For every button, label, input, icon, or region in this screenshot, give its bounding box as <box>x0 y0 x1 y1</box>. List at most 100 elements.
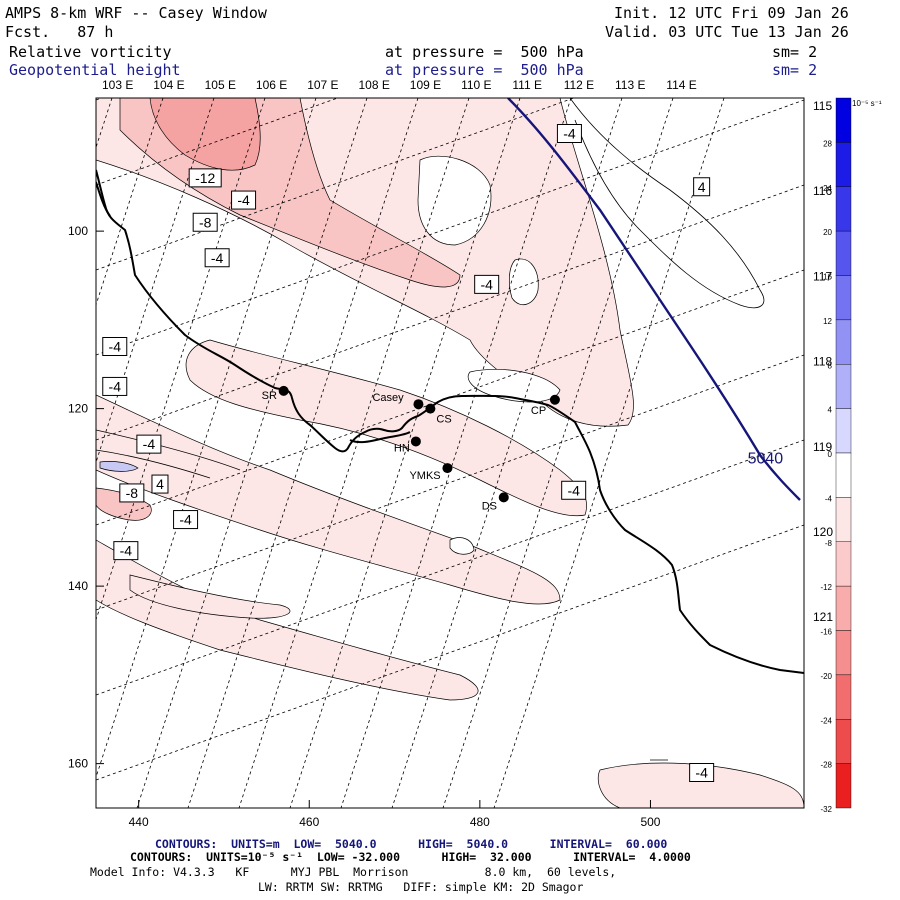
x-tick-label: 480 <box>470 815 490 829</box>
footer-model-info: Model Info: V4.3.3 KF MYJ PBL Morrison 8… <box>90 865 617 879</box>
contour-label: -12 <box>188 168 222 188</box>
footer-height-contours: CONTOURS: UNITS=m LOW= 5040.0 HIGH= 5040… <box>155 837 668 851</box>
colorbar-bin <box>835 585 852 631</box>
contour-label-box <box>689 763 715 782</box>
axis-ticks <box>96 230 651 808</box>
contour-label-box <box>136 434 162 454</box>
station-marker <box>498 492 509 503</box>
coastline <box>96 169 804 674</box>
colorbar-bin <box>835 275 852 321</box>
colorbar-bin <box>835 763 852 809</box>
colorbar-tick-label: 20 <box>823 228 832 237</box>
station-marker <box>413 399 424 410</box>
contour-label-text: 4 <box>156 476 164 492</box>
lon-label: 105 E <box>205 78 236 92</box>
lon-label: 104 E <box>153 78 184 92</box>
field1-smoothing: sm= 2 <box>772 43 818 61</box>
vorticity-fill-holes <box>417 155 561 555</box>
contour-label-text: -4 <box>211 250 224 266</box>
lon-label: 114 E <box>666 78 696 92</box>
lon-label: 108 E <box>359 78 390 92</box>
contour-label-text: -4 <box>695 765 708 781</box>
colorbar-bin <box>835 319 852 365</box>
contour-label-box <box>693 177 711 197</box>
lon-label: 110 E <box>461 78 491 92</box>
contour-label-text: -4 <box>179 512 192 528</box>
meridian-line <box>96 98 215 464</box>
lon-label: 106 E <box>256 78 287 92</box>
contour-label: -4 <box>113 541 139 561</box>
colorbar-tick-label: -28 <box>820 761 832 770</box>
contour-label: -4 <box>231 190 257 210</box>
colorbar-tick-label: -12 <box>820 583 832 592</box>
station-label: CP <box>531 405 546 417</box>
colorbar-bin <box>835 674 852 720</box>
vorticity-fill-blue <box>99 461 139 472</box>
field2-smoothing: sm= 2 <box>772 61 818 79</box>
colorbar-bin <box>835 364 852 409</box>
colorbar-tick-label: 16 <box>823 273 832 282</box>
contour-label-text: -4 <box>237 192 250 208</box>
meridian-line <box>238 98 470 808</box>
contour-label-text: -4 <box>109 378 122 394</box>
station-marker <box>442 463 453 474</box>
plot-frame <box>95 97 805 809</box>
meridian-line <box>187 98 419 808</box>
station-marker <box>549 394 560 405</box>
meridian-line <box>340 98 572 808</box>
x-tick-label: 460 <box>299 815 319 829</box>
station-label: DS <box>482 500 497 512</box>
contour-label-text: -4 <box>567 482 580 498</box>
contour-label: -4 <box>136 434 162 454</box>
contour-label: -4 <box>173 510 199 530</box>
contour-label-text: 4 <box>698 179 706 195</box>
colorbar-tick-label: -4 <box>825 494 833 503</box>
lon-labels: 103 E 104 E 105 E 106 E 107 E 108 E 109 E 110 E… <box>102 78 697 92</box>
colorbar-tick-label: -16 <box>820 628 832 637</box>
colorbar-bin <box>835 452 852 498</box>
y-tick-labels: 100 120 140 160 <box>68 224 88 771</box>
vorticity-fill-dark <box>149 98 261 171</box>
contour-label: -4 <box>561 480 587 500</box>
colorbar-tick-label: 4 <box>828 406 833 415</box>
contour-label-box <box>188 168 222 188</box>
contour-label: -8 <box>119 483 145 503</box>
contour-label: -4 <box>556 124 582 143</box>
station-marker <box>410 436 421 447</box>
meridian-line <box>136 98 368 808</box>
contour-label: -4 <box>689 763 715 782</box>
stations: SR Casey CS CP HN YMKS DS <box>262 385 560 512</box>
contour-label-text: -8 <box>126 485 139 501</box>
contour-label: 4 <box>693 177 711 197</box>
colorbar-tick-label: 28 <box>823 139 832 148</box>
colorbar-bin <box>835 408 852 454</box>
footer-vorticity-contours: CONTOURS: UNITS=10⁻⁵ s⁻¹ LOW= -32.000 HI… <box>130 850 691 864</box>
colorbar-tick-label: -24 <box>820 716 832 725</box>
meridian-line <box>289 98 521 808</box>
contour-label-text: -8 <box>199 214 212 230</box>
contour-label: 4 <box>151 474 169 494</box>
colorbar-bin <box>835 497 852 542</box>
x-tick-labels: 440 460 480 500 <box>129 815 661 829</box>
contour-label-box <box>556 124 582 143</box>
valid-time: Valid. 03 UTC Tue 13 Jan 26 <box>605 23 849 41</box>
vorticity-contours <box>96 98 765 761</box>
contour-label-box <box>204 248 230 268</box>
meridian-line <box>442 98 674 808</box>
colorbar-tick-label: 12 <box>823 317 832 326</box>
contour-label-box <box>102 337 128 356</box>
lon-label: 111 E <box>512 78 542 92</box>
meridian-line <box>493 98 725 808</box>
meridian-line <box>96 98 113 149</box>
colorbar-bin <box>835 630 852 676</box>
x-tick-label: 500 <box>640 815 660 829</box>
colorbar-bin <box>835 97 852 143</box>
parallel-line <box>96 98 103 101</box>
station-label: YMKS <box>409 470 440 482</box>
lon-label: 107 E <box>307 78 338 92</box>
contour-label-box <box>231 190 257 210</box>
contour-label-box <box>173 510 199 530</box>
y-tick-label: 100 <box>68 224 88 238</box>
colorbar: 28 24 20 16 12 8 4 0 -4 -8 -12 -16 -20 -24 -28 -32 <box>820 97 852 814</box>
